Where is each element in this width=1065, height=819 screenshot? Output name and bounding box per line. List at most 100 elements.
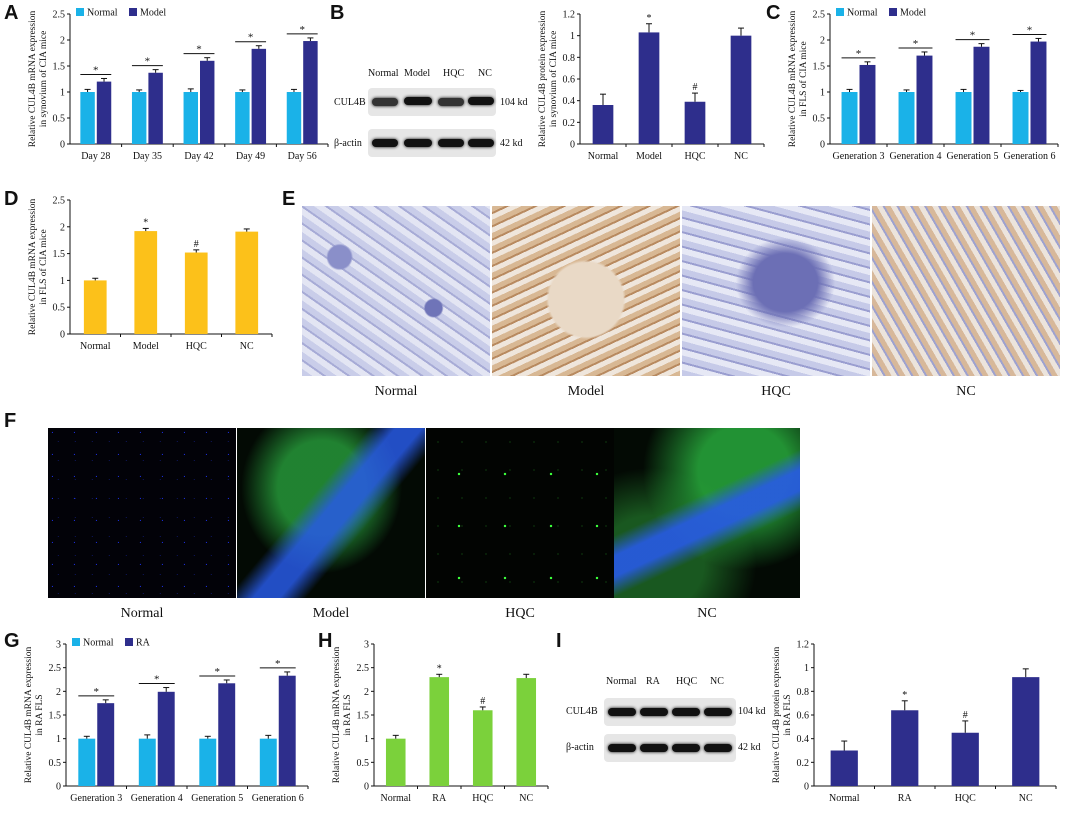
y-tick-label: 2.5 [357,663,370,674]
y-tick-label: 1.2 [563,10,576,21]
y-tick-label: 1 [364,734,369,745]
panel-letter-d: D [4,188,19,210]
ihc-image-nc [872,206,1060,376]
y-tick-label: 0.4 [797,734,810,745]
bar [218,683,236,786]
y-axis-label: Relative CUL4B protein expression in syno… [538,11,559,148]
y-axis-label: Relative CUL4B mRNA expression in FLS of … [28,199,49,336]
bar [891,710,919,786]
x-tick-label: Generation 6 [1004,151,1056,162]
significance-mark: * [1027,24,1033,36]
significance-mark: * [94,686,100,698]
ihc-image-normal [302,206,490,376]
y-axis-label: Relative CUL4B mRNA expression in RA FLS [332,647,353,784]
bar [138,738,156,786]
x-tick-label: Generation 5 [191,793,243,804]
bar [303,41,318,144]
blot-lane-label: Model [404,68,431,79]
y-tick-label: 0.5 [813,114,826,125]
blot-band [404,97,432,105]
legend-swatch [76,8,84,16]
y-tick-label: 1.5 [357,711,370,722]
y-tick-label: 0 [60,140,65,151]
legend-entry: RA [136,638,151,649]
legend-entry: Normal [83,638,114,649]
bar [1012,677,1040,786]
y-tick-label: 3 [364,640,369,651]
significance-mark: * [856,48,862,60]
if-label: Normal [120,606,164,621]
bar [1030,41,1047,145]
y-tick-label: 0 [570,140,575,151]
blot-band [372,139,398,147]
significance-mark: # [963,710,968,721]
chart-b-synovium-protein: Relative CUL4B protein expression in syno… [538,10,765,162]
blot-strip-cul4b [368,88,496,116]
significance-mark: * [299,24,305,36]
x-tick-label: Generation 5 [947,151,999,162]
bar [859,64,876,144]
blot-strip-cul4b [604,698,736,726]
y-axis-label-line: Relative CUL4B mRNA expression [28,199,38,336]
y-tick-label: 1.5 [53,249,66,260]
x-tick-label: HQC [684,151,705,162]
blot-size-label: 42 kd [738,742,761,753]
blot-band [704,744,732,752]
panel-letter-a: A [4,2,19,24]
ihc-label: NC [956,384,976,399]
blot-band [640,744,668,752]
bar [951,732,979,786]
blot-row-label: β-actin [566,742,594,753]
bar [97,703,115,786]
bar [235,92,250,144]
bar [96,81,112,144]
x-tick-label: RA [432,793,447,804]
bar [183,92,198,144]
y-axis-label: Relative CUL4B mRNA expression in synoviu… [28,11,49,148]
panel-letter-c: C [766,2,781,24]
blot-band [672,708,700,716]
y-axis-label-line: in synovium of CIA mice [38,31,49,128]
bar [516,678,537,786]
y-axis-label-line: in FLS of CIA mice [38,229,49,304]
x-tick-label: Generation 6 [252,793,304,804]
y-tick-label: 2.5 [813,10,826,21]
y-axis-label: Relative CUL4B mRNA expression in FLS of … [788,11,809,148]
blot-band [438,139,464,147]
x-tick-label: Normal [80,341,111,352]
x-tick-label: Normal [380,793,411,804]
blot-lane-label: NC [478,68,492,79]
significance-mark: * [970,30,976,42]
chart-c-fls-mrna: Relative CUL4B mRNA expression in FLS of … [788,8,1059,162]
bar [278,675,296,786]
bar [286,92,302,144]
y-axis-label-line: in synovium of CIA mice [548,31,559,128]
bar [78,738,96,786]
y-tick-label: 0 [56,782,61,793]
western-blot-i: Normal RA HQC NC CUL4B β-actin 104 kd 42… [566,672,768,782]
bar [80,92,95,144]
y-tick-label: 0.6 [563,75,576,86]
legend-entry: Model [140,8,166,19]
x-tick-label: HQC [955,793,976,804]
blot-band [404,139,432,147]
y-axis-label-line: in RA FLS [783,694,793,735]
bar [429,677,450,786]
y-axis-label-line: Relative CUL4B protein expression [538,11,548,148]
blot-band [468,139,494,147]
bar [841,92,858,144]
y-tick-label: 1 [60,88,65,99]
panel-letter-i: I [556,630,562,652]
significance-mark: # [480,696,485,707]
if-image-hqc [426,428,614,598]
panel-letter-g: G [4,630,20,652]
if-image-model [237,428,425,598]
significance-mark: * [93,64,99,76]
y-axis-label-line: in RA FLS [35,694,45,735]
blot-band [608,708,636,716]
y-tick-label: 0.5 [49,758,62,769]
blot-lane-label: RA [646,676,660,687]
blot-band [704,708,732,716]
y-tick-label: 0.5 [53,114,66,125]
blot-row-label: β-actin [334,138,362,149]
